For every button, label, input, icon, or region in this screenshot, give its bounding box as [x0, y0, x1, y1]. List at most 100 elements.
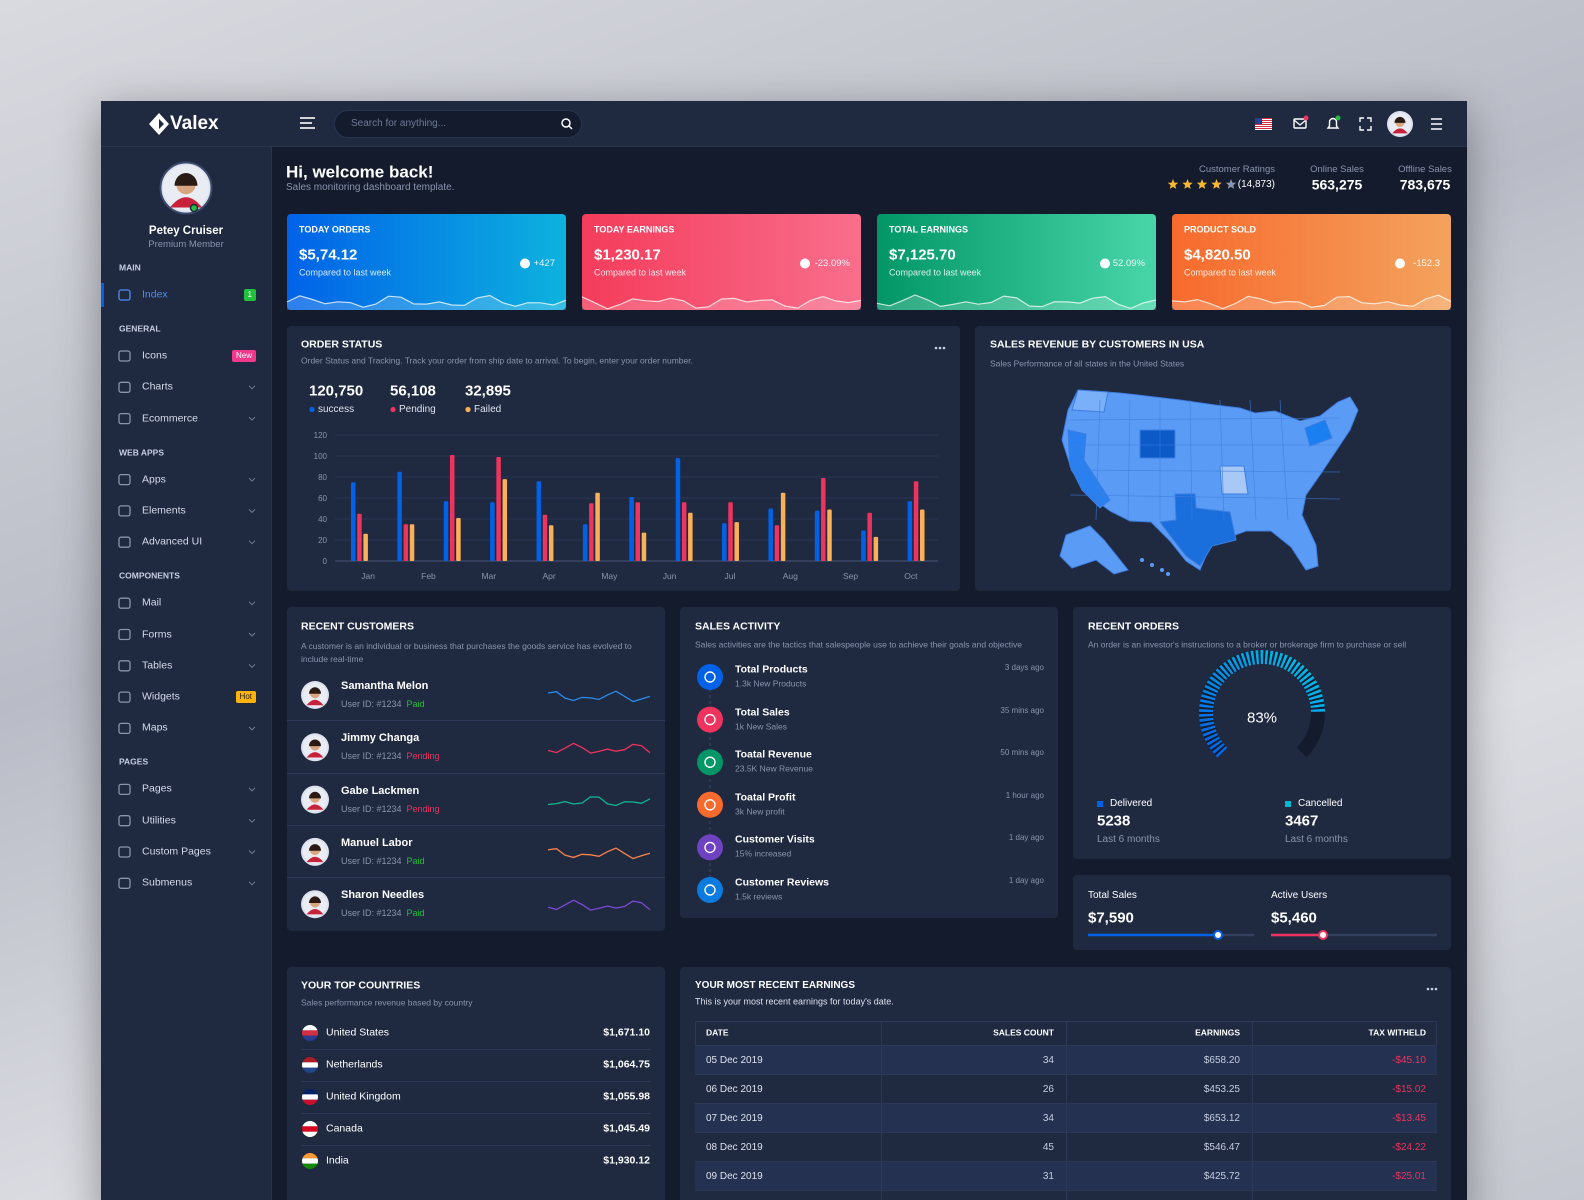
card-title: YOUR TOP COUNTRIES [301, 979, 421, 992]
order-stat-note: Last 6 months [1097, 833, 1160, 845]
table-cell: 09 Dec 2019 [706, 1170, 763, 1182]
search-placeholder[interactable]: Search for anything... [351, 117, 447, 129]
activity-time: 1 day ago [1008, 833, 1044, 843]
nav-item[interactable]: Utilities [142, 814, 176, 827]
card-subtitle: Sales activities are the tactics that sa… [695, 639, 1022, 650]
country-value: $1,671.10 [603, 1026, 650, 1039]
activity-detail: 15% increased [735, 849, 792, 860]
nav-item[interactable]: Ecommerce [142, 412, 199, 425]
customer-name: Manuel Labor [341, 837, 413, 850]
nav-item[interactable]: Custom Pages [142, 845, 211, 858]
kpi-title: TODAY ORDERS [299, 224, 371, 235]
country-name: United Kingdom [326, 1090, 401, 1103]
mini-stat-value: $5,460 [1271, 909, 1317, 927]
activity-title: Toatal Profit [735, 791, 796, 804]
stat-label: Customer Ratings [1198, 164, 1275, 176]
card-title: RECENT CUSTOMERS [301, 620, 414, 633]
card-subtitle: Order Status and Tracking. Track your or… [301, 355, 693, 366]
kpi-card [287, 214, 566, 310]
nav-heading: COMPONENTS [119, 570, 180, 581]
column-header: TAX WITHELD [1368, 1027, 1426, 1038]
kpi-note: Compared to last week [594, 267, 687, 278]
kpi-note: Compared to last week [1184, 267, 1277, 278]
stat-label: Offline Sales [1398, 164, 1452, 176]
customer-id: User ID: #1234 [341, 751, 402, 762]
card-title: RECENT ORDERS [1088, 620, 1180, 633]
nav-item[interactable]: Submenus [142, 876, 193, 889]
brand-name: Valex [170, 113, 219, 135]
customer-id: User ID: #1234 [341, 803, 402, 814]
customers-card [287, 607, 665, 931]
mini-stat-label: Active Users [1271, 889, 1328, 901]
legend-label: success [318, 403, 355, 415]
country-name: Netherlands [326, 1058, 383, 1071]
row-divider [301, 1081, 651, 1082]
nav-item[interactable]: Tables [142, 659, 173, 672]
gauge-label: 83% [1246, 709, 1278, 727]
activity-title: Total Sales [735, 706, 790, 719]
customer-meta: User ID: #1234 Paid [341, 856, 425, 866]
customer-id: User ID: #1234 [341, 855, 402, 866]
kpi-value: $5,74.12 [299, 246, 358, 264]
card-title: YOUR MOST RECENT EARNINGS [695, 979, 856, 991]
activity-title: Toatal Revenue [735, 748, 812, 761]
nav-item[interactable]: Widgets [142, 690, 180, 703]
table-cell: -$15.02 [1392, 1083, 1426, 1095]
legend-label: Pending [399, 403, 436, 415]
table-cell: 05 Dec 2019 [706, 1054, 763, 1066]
customer-status: Pending [406, 803, 440, 814]
order-stat-label: Delivered [1110, 797, 1153, 809]
activity-time: 1 hour ago [1005, 790, 1044, 800]
row-divider [301, 1145, 651, 1146]
nav-item[interactable]: Forms [142, 627, 172, 640]
logo-area [101, 101, 272, 147]
activity-detail: 23.5K New Revenue [735, 763, 813, 774]
nav-item[interactable]: Index [142, 288, 168, 301]
card-title: SALES ACTIVITY [695, 620, 781, 633]
table-cell: -$25.01 [1392, 1170, 1426, 1182]
status-total: 56,108 [390, 382, 436, 400]
customer-status: Pending [406, 751, 440, 762]
table-cell: $425.72 [1203, 1170, 1240, 1182]
nav-item[interactable]: Pages [142, 782, 172, 795]
nav-item[interactable]: Advanced UI [142, 535, 203, 548]
nav-item[interactable]: Charts [142, 380, 173, 393]
nav-heading: GENERAL [119, 323, 161, 334]
activity-time: 3 days ago [1004, 663, 1044, 672]
order-stat-label: Cancelled [1298, 797, 1343, 809]
nav-item[interactable]: Icons [142, 349, 168, 362]
countries-card [287, 967, 665, 1200]
nav-item[interactable]: Elements [142, 504, 186, 517]
stat-label: Online Sales [1310, 164, 1364, 176]
customer-status: Paid [406, 855, 425, 866]
nav-badge: New [231, 350, 256, 362]
country-name: Canada [326, 1122, 363, 1135]
table-cell: -$24.22 [1392, 1141, 1426, 1153]
card-title: ORDER STATUS [301, 338, 383, 351]
table-cell: $653.12 [1203, 1112, 1240, 1124]
card-subtitle: A customer is an individual or business … [301, 640, 632, 664]
customer-name: Sharon Needles [341, 889, 425, 902]
nav-item[interactable]: Mail [142, 596, 162, 609]
search-box[interactable] [334, 110, 582, 138]
customer-id: User ID: #1234 [341, 699, 402, 709]
kpi-change: 52.09% [1112, 258, 1145, 270]
customer-meta: User ID: #1234 Pending [341, 751, 440, 761]
nav-item[interactable]: Apps [142, 473, 166, 486]
card-subtitle: This is your most recent earnings for to… [695, 996, 894, 1007]
activity-detail: 3k New profit [735, 806, 785, 817]
table-cell: -$13.45 [1392, 1112, 1426, 1124]
table-cell: 31 [1042, 1170, 1054, 1182]
customer-meta: User ID: #1234 Paid [341, 908, 425, 918]
customer-meta: User ID: #1234 Paid [341, 699, 425, 709]
order-stat-note: Last 6 months [1285, 833, 1348, 845]
table-cell: -$45.10 [1392, 1054, 1426, 1066]
nav-item[interactable]: Maps [142, 721, 168, 734]
kpi-title: PRODUCT SOLD [1184, 224, 1256, 235]
card-subtitle: Sales performance revenue based by count… [301, 997, 473, 1008]
nav-badge: 1 [243, 289, 256, 301]
table-col-divider [881, 1021, 882, 1200]
column-header: EARNINGS [1195, 1027, 1240, 1038]
country-name: India [326, 1154, 349, 1167]
